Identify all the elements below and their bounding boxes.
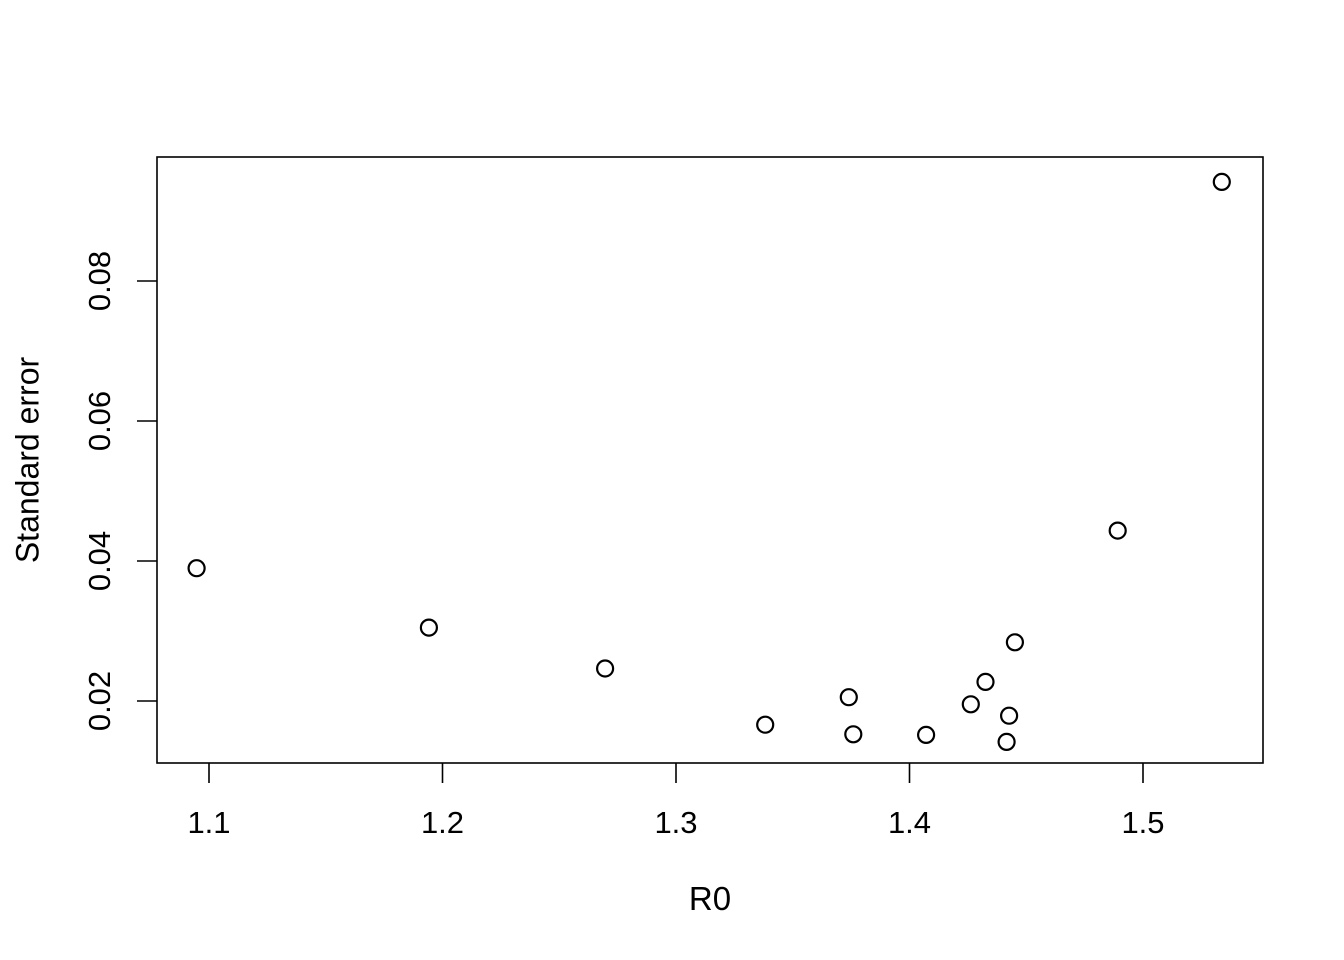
svg-text:1.3: 1.3 xyxy=(654,805,697,840)
svg-text:0.06: 0.06 xyxy=(82,391,117,451)
svg-text:0.02: 0.02 xyxy=(82,671,117,731)
svg-text:0.08: 0.08 xyxy=(82,251,117,311)
svg-text:1.5: 1.5 xyxy=(1121,805,1164,840)
svg-text:1.1: 1.1 xyxy=(187,805,230,840)
svg-text:Standard error: Standard error xyxy=(10,356,46,563)
svg-text:1.4: 1.4 xyxy=(888,805,931,840)
svg-text:R0: R0 xyxy=(689,880,731,917)
svg-text:0.04: 0.04 xyxy=(82,531,117,591)
svg-text:1.2: 1.2 xyxy=(421,805,464,840)
